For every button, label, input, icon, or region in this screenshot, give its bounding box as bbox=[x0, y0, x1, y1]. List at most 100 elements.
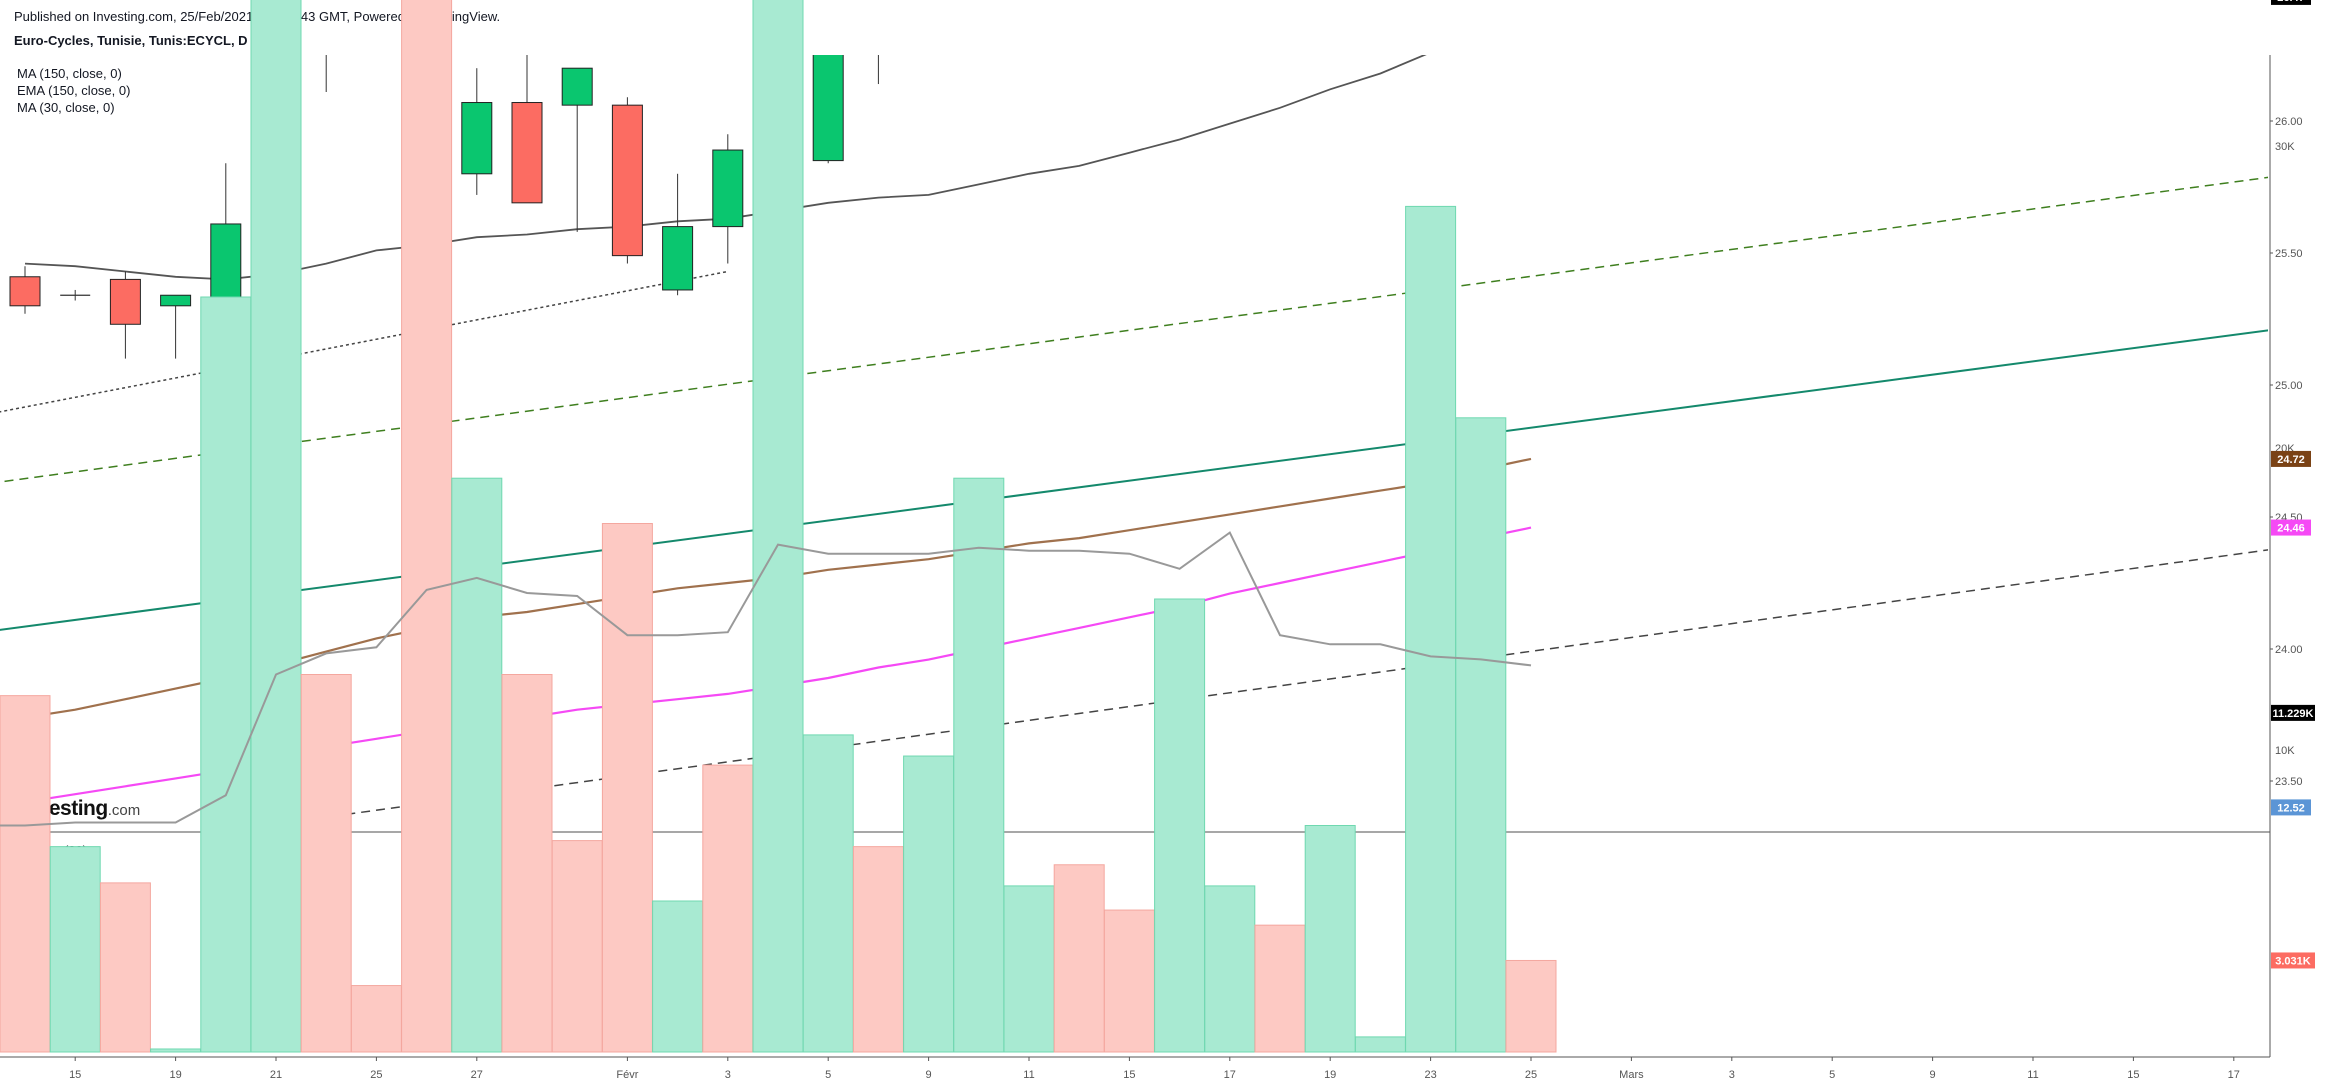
trendline-4[interactable] bbox=[0, 270, 728, 416]
price-tag: 24.46 bbox=[2271, 519, 2311, 536]
volume-bar[interactable] bbox=[250, 0, 302, 1053]
indicator-ma30-label[interactable]: MA (30, close, 0) bbox=[17, 100, 115, 115]
price-tag-bg bbox=[2271, 450, 2311, 467]
volume-bar[interactable] bbox=[451, 477, 503, 1053]
volume-bar[interactable] bbox=[401, 0, 453, 1053]
candle[interactable] bbox=[611, 97, 643, 264]
volume-bar[interactable] bbox=[1154, 598, 1206, 1053]
indicator-ma150-label[interactable]: MA (150, close, 0) bbox=[17, 66, 122, 81]
volume-ma-line[interactable] bbox=[0, 531, 1532, 827]
volume-bar[interactable] bbox=[49, 846, 101, 1053]
date-tick-label: 19 bbox=[169, 1069, 181, 1081]
volume-bar[interactable] bbox=[300, 674, 352, 1053]
indicator-ema150-label[interactable]: EMA (150, close, 0) bbox=[17, 83, 131, 98]
date-tick-label: 15 bbox=[2127, 1069, 2139, 1081]
date-tick-label: 3 bbox=[1729, 1069, 1735, 1081]
candle-body bbox=[160, 294, 192, 307]
date-tick-label: 9 bbox=[1930, 1069, 1936, 1081]
volume-tag-label: 11.229K bbox=[2273, 708, 2314, 720]
volume-bar[interactable] bbox=[1405, 205, 1457, 1053]
trendline-5[interactable] bbox=[0, 322, 2325, 634]
date-tick-label: 23 bbox=[1424, 1069, 1436, 1081]
date-tick-label: 9 bbox=[926, 1069, 932, 1081]
price-tag-bg bbox=[2271, 0, 2311, 5]
price-tag-label: 26.47 bbox=[2277, 0, 2305, 4]
volume-bar[interactable] bbox=[1304, 825, 1356, 1053]
candle[interactable] bbox=[311, 0, 341, 92]
price-tag-label: 24.72 bbox=[2277, 454, 2305, 466]
date-tick-label: 19 bbox=[1324, 1069, 1336, 1081]
candle-body bbox=[611, 104, 643, 257]
volume-bar[interactable] bbox=[752, 0, 804, 1053]
trendline-2[interactable] bbox=[0, 0, 2325, 15]
price-tag-label: 24.46 bbox=[2277, 523, 2305, 535]
date-tick-label: Mars bbox=[1619, 1069, 1644, 1081]
candle[interactable] bbox=[160, 294, 192, 359]
candle-body bbox=[210, 223, 242, 307]
volume-bar[interactable] bbox=[702, 764, 754, 1053]
candle[interactable] bbox=[9, 266, 41, 314]
volume-bar[interactable] bbox=[1053, 864, 1105, 1053]
volume-bar[interactable] bbox=[1455, 417, 1507, 1053]
date-tick-label: 17 bbox=[1224, 1069, 1236, 1081]
candle[interactable] bbox=[712, 134, 744, 264]
candle[interactable] bbox=[461, 68, 493, 195]
volume-bar[interactable] bbox=[1103, 909, 1155, 1053]
volume-bar[interactable] bbox=[903, 755, 955, 1053]
volume-bar[interactable] bbox=[1505, 959, 1557, 1053]
volume-bar[interactable] bbox=[200, 296, 252, 1053]
candle-body bbox=[712, 149, 744, 228]
date-tick-label: 21 bbox=[270, 1069, 282, 1081]
logo-suffix: .com bbox=[107, 802, 141, 819]
price-tag: 26.47 bbox=[2271, 0, 2311, 5]
volume-bar[interactable] bbox=[350, 985, 402, 1053]
volume-bar[interactable] bbox=[99, 882, 151, 1053]
volume-tag-bg bbox=[2271, 704, 2315, 721]
volume-bar[interactable] bbox=[501, 674, 553, 1053]
price-tag: 24.72 bbox=[2271, 450, 2311, 467]
candle-body bbox=[662, 226, 694, 291]
volume-bar[interactable] bbox=[150, 1048, 202, 1053]
volume-bar[interactable] bbox=[1354, 1036, 1406, 1053]
candle-body bbox=[461, 102, 493, 175]
volume-bar[interactable] bbox=[0, 695, 51, 1053]
date-tick-label: 25 bbox=[370, 1069, 382, 1081]
price-tick-label: 26.00 bbox=[2275, 116, 2303, 128]
date-tick-label: 5 bbox=[825, 1069, 831, 1081]
price-tick-label: 25.50 bbox=[2275, 248, 2303, 260]
volume-bar[interactable] bbox=[852, 846, 904, 1053]
date-tick-label: 25 bbox=[1525, 1069, 1537, 1081]
date-tick-label: 15 bbox=[69, 1069, 81, 1081]
date-tick-label: 5 bbox=[1829, 1069, 1835, 1081]
candle[interactable] bbox=[511, 42, 543, 204]
candle[interactable] bbox=[361, 0, 391, 10]
candle[interactable] bbox=[662, 173, 694, 296]
volume-bar[interactable] bbox=[601, 523, 653, 1053]
candle[interactable] bbox=[210, 163, 242, 309]
candle-body bbox=[812, 55, 844, 162]
volume-bar[interactable] bbox=[1204, 885, 1256, 1053]
volume-bar[interactable] bbox=[953, 477, 1005, 1053]
candle[interactable] bbox=[561, 67, 593, 232]
volume-pane bbox=[0, 0, 1557, 1053]
volume-bar[interactable] bbox=[1003, 885, 1055, 1053]
candle[interactable] bbox=[109, 271, 141, 359]
volume-bar[interactable] bbox=[802, 734, 854, 1053]
date-tick-label: 3 bbox=[725, 1069, 731, 1081]
date-tick-label: 17 bbox=[2228, 1069, 2240, 1081]
volume-bar[interactable] bbox=[652, 900, 704, 1053]
volume-bar[interactable] bbox=[1254, 924, 1306, 1053]
candle[interactable] bbox=[60, 289, 91, 301]
candle[interactable] bbox=[863, 0, 893, 85]
volume-bar[interactable] bbox=[551, 840, 603, 1053]
price-tag-label: 12.52 bbox=[2277, 802, 2305, 814]
candle[interactable] bbox=[812, 42, 844, 164]
price-tick-label: 23.50 bbox=[2275, 776, 2303, 788]
trendline-3[interactable] bbox=[0, 169, 2325, 486]
date-tick-label: Févr bbox=[616, 1069, 638, 1081]
volume-tag-bg bbox=[2271, 952, 2315, 969]
price-tick-label: 25.00 bbox=[2275, 380, 2303, 392]
candle[interactable] bbox=[914, 0, 944, 13]
volume-tick-label: 30K bbox=[2275, 141, 2295, 153]
